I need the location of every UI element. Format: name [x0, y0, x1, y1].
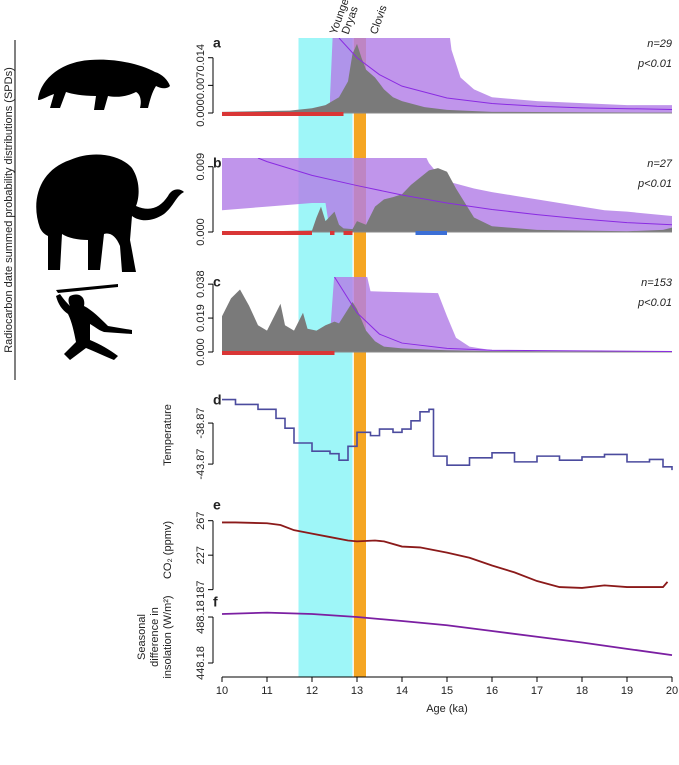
model-line [338, 38, 672, 110]
y-tick-label: 0.000 [195, 99, 207, 127]
panel: -43.87 -38.87 d Temperature [162, 392, 673, 480]
y-tick-label: 227 [195, 546, 207, 564]
panel-letter: f [213, 594, 218, 610]
panel-letter: d [213, 392, 222, 408]
null-envelope [330, 38, 672, 113]
negative-deviation [343, 231, 353, 235]
x-axis: 10 11 12 13 14 15 16 17 18 19 20 Age (ka) [216, 676, 678, 715]
panel: 448.18 488.18 f Seasonal difference in insola… [136, 594, 673, 680]
silhouettes [36, 59, 184, 360]
figure-y-label: Radiocarbon date summed probability dist… [3, 67, 15, 353]
x-tick-label: 11 [261, 685, 272, 697]
y-tick-label: 0.007 [195, 72, 207, 100]
y-tick-label: -38.87 [195, 407, 207, 438]
hunter-silhouette [56, 284, 132, 360]
panel: 0.000 0.019 0.038 c n=153 p<0.01 [195, 270, 673, 365]
stat-label: p<0.01 [637, 297, 672, 309]
x-tick-label: 20 [666, 685, 678, 697]
band [353, 38, 366, 677]
negative-deviation [222, 112, 344, 116]
band-label: Clovis [368, 3, 390, 36]
panel-letter: b [213, 155, 222, 171]
y-axis-label: Seasonal [136, 614, 148, 660]
y-tick-label: 267 [195, 512, 207, 530]
stat-label: n=27 [647, 158, 673, 170]
y-tick-label: 0.009 [195, 153, 207, 181]
panel: 187 227 267 e CO₂ (ppmv) [162, 497, 669, 599]
model-line [334, 277, 672, 352]
y-tick-label: 187 [195, 580, 207, 598]
y-tick-label: 0.038 [195, 270, 207, 298]
y-tick-label: 0.000 [195, 218, 207, 246]
step-line [222, 398, 673, 471]
y-tick-label: 0.000 [195, 338, 207, 366]
negative-deviation [330, 231, 335, 235]
y-tick-label: 0.019 [195, 304, 207, 332]
stat-label: n=153 [641, 277, 673, 289]
stat-label: p<0.01 [637, 178, 672, 190]
y-axis-label: Temperature [162, 404, 174, 466]
x-tick-label: 16 [486, 685, 498, 697]
panel: 0.000 0.009 b n=27 p<0.01 [195, 153, 673, 246]
y-tick-label: -43.87 [195, 448, 207, 479]
y-axis-label: CO₂ (ppmv) [162, 521, 174, 579]
sloth-silhouette [38, 59, 170, 110]
line [222, 521, 669, 589]
x-tick-label: 13 [351, 685, 363, 697]
x-tick-label: 14 [396, 685, 408, 697]
x-tick-label: 18 [576, 685, 588, 697]
y-tick-label: 488.18 [195, 600, 207, 634]
y-axis-label: difference in [149, 607, 161, 667]
spd-area [222, 289, 672, 352]
panel-letter: a [213, 35, 221, 51]
x-tick-label: 17 [531, 685, 543, 697]
negative-deviation [222, 351, 335, 355]
model-line [257, 158, 672, 226]
x-axis-label: Age (ka) [426, 703, 468, 715]
y-tick-label: 448.18 [195, 646, 207, 680]
positive-deviation [415, 231, 447, 235]
y-tick-label: 0.014 [195, 44, 207, 72]
negative-deviation [222, 231, 312, 235]
x-tick-label: 19 [621, 685, 633, 697]
panel-letter: c [213, 274, 221, 290]
null-envelope [330, 277, 672, 352]
spd-area [222, 168, 672, 232]
mammoth-silhouette [36, 154, 184, 272]
band [298, 38, 353, 677]
panel-letter: e [213, 497, 221, 513]
stat-label: n=29 [647, 38, 672, 50]
stat-label: p<0.01 [637, 58, 672, 70]
y-axis-label: insolation (W/m²) [162, 595, 174, 678]
line [221, 611, 673, 657]
x-tick-label: 15 [441, 685, 453, 697]
x-tick-label: 10 [216, 685, 228, 697]
x-tick-label: 12 [306, 685, 318, 697]
